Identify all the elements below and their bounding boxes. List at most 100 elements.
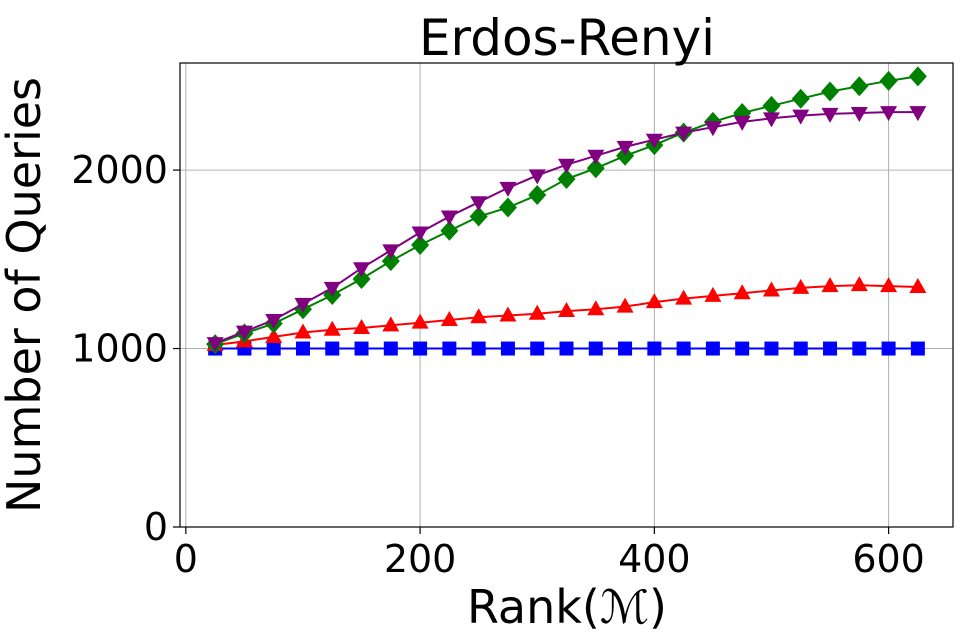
data-point xyxy=(647,341,662,356)
y-tick-label: 1000 xyxy=(71,327,168,371)
data-point xyxy=(266,341,281,356)
data-point xyxy=(764,341,779,356)
grid-lines xyxy=(180,63,953,528)
data-point xyxy=(616,297,634,313)
data-point xyxy=(470,196,488,212)
data-point xyxy=(294,297,312,313)
data-point xyxy=(471,341,486,356)
data-point xyxy=(440,310,458,326)
data-point xyxy=(323,281,341,297)
data-point xyxy=(675,289,693,305)
data-point xyxy=(733,115,751,131)
series-layer xyxy=(206,66,927,356)
data-point xyxy=(413,341,428,356)
data-point xyxy=(880,106,898,122)
data-point xyxy=(325,341,340,356)
data-point xyxy=(499,181,517,197)
data-point xyxy=(733,284,751,300)
data-point xyxy=(440,220,459,241)
data-point xyxy=(530,341,545,356)
data-point xyxy=(235,325,253,341)
series-0 xyxy=(208,341,925,356)
data-point xyxy=(294,323,312,339)
x-axis-label: Rank(ℳ) xyxy=(467,580,667,634)
data-point xyxy=(411,235,430,256)
data-point xyxy=(265,313,283,329)
data-point xyxy=(265,327,283,343)
data-point xyxy=(909,277,927,293)
data-point xyxy=(676,341,691,356)
data-point xyxy=(852,341,867,356)
data-point xyxy=(498,197,517,218)
data-point xyxy=(618,341,633,356)
data-point xyxy=(558,302,575,318)
data-point xyxy=(735,341,750,356)
data-point xyxy=(323,320,341,336)
data-point xyxy=(588,341,603,356)
data-point xyxy=(704,121,722,137)
data-point xyxy=(881,341,896,356)
data-point xyxy=(557,169,576,189)
data-point xyxy=(850,276,868,292)
data-point xyxy=(675,126,693,142)
data-point xyxy=(528,185,547,206)
data-point xyxy=(354,341,369,356)
data-point xyxy=(850,76,869,97)
data-point xyxy=(353,262,371,278)
data-point xyxy=(469,206,488,227)
data-point xyxy=(705,341,720,356)
data-point xyxy=(587,300,605,316)
data-point xyxy=(909,106,927,122)
series-1 xyxy=(206,276,927,351)
data-point xyxy=(381,251,400,272)
data-point xyxy=(470,308,488,324)
data-point xyxy=(528,304,546,320)
series-3 xyxy=(206,106,927,353)
plot-frame xyxy=(179,62,954,528)
axis-ticks: 0 200 400 600 0 1000 2000 xyxy=(71,148,925,581)
x-tick-label: 200 xyxy=(384,537,457,581)
data-point xyxy=(411,226,429,242)
data-point xyxy=(616,140,634,156)
data-point xyxy=(442,341,457,356)
data-point xyxy=(353,319,371,335)
data-point xyxy=(645,293,663,309)
data-point xyxy=(382,316,400,332)
x-tick-label: 400 xyxy=(618,537,691,581)
data-point xyxy=(645,133,663,149)
data-point xyxy=(352,268,371,289)
data-point xyxy=(821,81,840,102)
data-point xyxy=(383,341,398,356)
x-tick-label: 600 xyxy=(852,537,925,581)
data-point xyxy=(440,210,458,226)
data-point xyxy=(792,278,810,294)
data-point xyxy=(792,109,810,125)
data-point xyxy=(908,66,927,87)
data-point xyxy=(295,341,310,356)
data-point xyxy=(500,341,515,356)
data-point xyxy=(880,277,898,293)
data-point xyxy=(879,70,898,91)
data-point xyxy=(791,88,810,109)
data-point xyxy=(559,341,574,356)
data-point xyxy=(587,149,605,165)
chart-title: Erdos-Renyi xyxy=(419,9,715,67)
data-point xyxy=(206,337,224,353)
data-point xyxy=(850,106,868,122)
data-point xyxy=(499,306,517,322)
data-point xyxy=(762,112,780,128)
data-point xyxy=(411,313,429,329)
data-point xyxy=(910,341,925,356)
y-tick-label: 0 xyxy=(144,505,168,549)
data-point xyxy=(823,341,838,356)
y-axis-label: Number of Queries xyxy=(0,77,51,513)
data-point xyxy=(586,158,605,179)
y-tick-label: 2000 xyxy=(71,148,168,192)
data-point xyxy=(762,281,780,297)
data-point xyxy=(558,158,575,174)
data-point xyxy=(528,169,546,185)
data-point xyxy=(704,286,722,302)
x-tick-label: 0 xyxy=(174,537,198,581)
data-point xyxy=(793,341,808,356)
